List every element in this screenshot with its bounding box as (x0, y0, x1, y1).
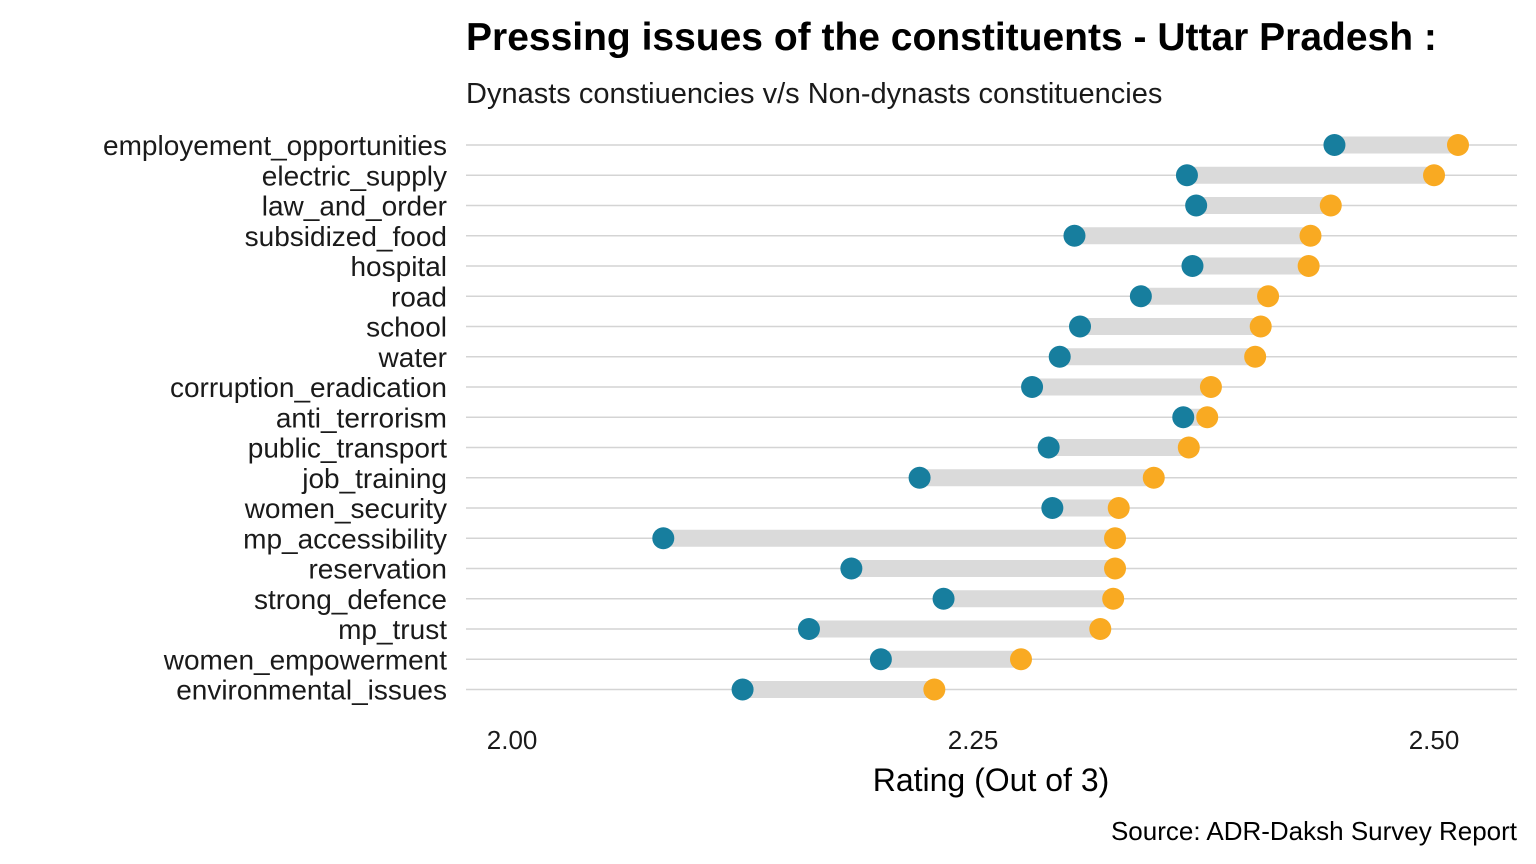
blue-point (1181, 255, 1204, 277)
dumbbell-segment (1059, 348, 1256, 366)
orange-point (1196, 406, 1219, 429)
orange-point (1177, 436, 1200, 459)
orange-point (1297, 255, 1320, 277)
x-axis-ticks: 2.00 2.25 2.50 (487, 725, 1460, 755)
y-tick-label: strong_defence (254, 584, 447, 615)
orange-point (923, 678, 946, 701)
gridlines (466, 144, 1517, 691)
y-tick-label: road (391, 281, 447, 312)
dumbbell-segment (808, 620, 1101, 638)
x-tick-label: 2.00 (487, 725, 538, 755)
y-tick-label: women_empowerment (163, 644, 447, 675)
y-tick-label: reservation (308, 554, 447, 585)
x-tick-label: 2.50 (1409, 725, 1460, 755)
chart-subtitle: Dynasts constiuencies v/s Non-dynasts co… (466, 78, 1162, 110)
y-tick-label: mp_accessibility (243, 523, 447, 554)
orange-point (1104, 527, 1127, 550)
dumbbell-segment (1186, 166, 1435, 184)
blue-point (1041, 497, 1064, 519)
y-tick-label: law_and_order (262, 191, 447, 222)
orange-point (1089, 618, 1112, 640)
blue-point (1021, 376, 1044, 398)
dumbbell-segment (1334, 136, 1458, 154)
y-tick-label: mp_trust (338, 614, 447, 645)
blue-point (1323, 134, 1346, 156)
blue-point (932, 587, 955, 610)
y-tick-label: job_training (301, 463, 447, 494)
y-tick-label: water (378, 342, 447, 373)
dumbbell-segment (742, 681, 935, 698)
blue-point (1185, 194, 1208, 217)
orange-point (1249, 315, 1272, 338)
y-tick-label: hospital (350, 251, 447, 282)
dumbbell-segment (943, 590, 1114, 608)
dumbbell-segment (880, 650, 1022, 668)
dumbbell-segment (1052, 499, 1119, 517)
orange-point (1319, 194, 1342, 217)
dumbbell-segment (1080, 318, 1261, 335)
chart-title: Pressing issues of the constituents - Ut… (466, 16, 1437, 59)
blue-point (1129, 285, 1152, 308)
dumbbell-segment (663, 529, 1116, 547)
y-tick-label: employement_opportunities (103, 130, 447, 161)
x-axis-title: Rating (Out of 3) (873, 762, 1110, 798)
blue-point (869, 648, 892, 671)
dumbbell-segment (1074, 227, 1311, 245)
orange-point (1299, 224, 1322, 247)
blue-point (1048, 345, 1071, 368)
y-tick-label: subsidized_food (245, 221, 447, 252)
y-tick-label: anti_terrorism (276, 402, 447, 433)
orange-point (1423, 164, 1446, 187)
orange-point (1102, 587, 1125, 610)
blue-point (731, 678, 754, 701)
orange-point (1107, 497, 1130, 519)
orange-point (1104, 557, 1127, 580)
dumbbell-segment (919, 469, 1154, 487)
y-tick-label: women_security (244, 493, 447, 524)
blue-point (1172, 406, 1195, 429)
y-tick-label: school (366, 312, 447, 343)
blue-point (797, 618, 820, 640)
blue-point (652, 527, 675, 550)
y-tick-label: public_transport (248, 433, 447, 464)
orange-point (1244, 345, 1267, 368)
dumbbell-segments (663, 136, 1458, 698)
y-tick-label: environmental_issues (176, 675, 447, 706)
orange-point (1010, 648, 1033, 671)
orange-point (1142, 466, 1165, 489)
dumbbell-segment (1140, 287, 1269, 305)
dumbbell-segment (851, 560, 1116, 577)
blue-point (908, 466, 931, 489)
y-tick-label: electric_supply (262, 160, 447, 191)
dumbbell-segment (1032, 378, 1211, 396)
x-tick-label: 2.25 (948, 725, 999, 755)
dumbbell-segment (1048, 439, 1189, 456)
dumbbell-segment (1192, 257, 1309, 275)
y-tick-label: corruption_eradication (170, 372, 447, 403)
blue-point (1063, 224, 1086, 247)
data-points (652, 134, 1469, 701)
orange-point (1446, 134, 1469, 156)
blue-point (1175, 164, 1198, 187)
blue-point (1037, 436, 1060, 459)
dumbbell-segment (1196, 197, 1331, 214)
orange-point (1199, 376, 1222, 398)
source-caption: Source: ADR-Daksh Survey Report (1111, 816, 1518, 846)
y-axis-labels: employement_opportunitieselectric_supply… (103, 130, 447, 706)
orange-point (1257, 285, 1280, 308)
blue-point (840, 557, 863, 580)
blue-point (1069, 315, 1092, 338)
